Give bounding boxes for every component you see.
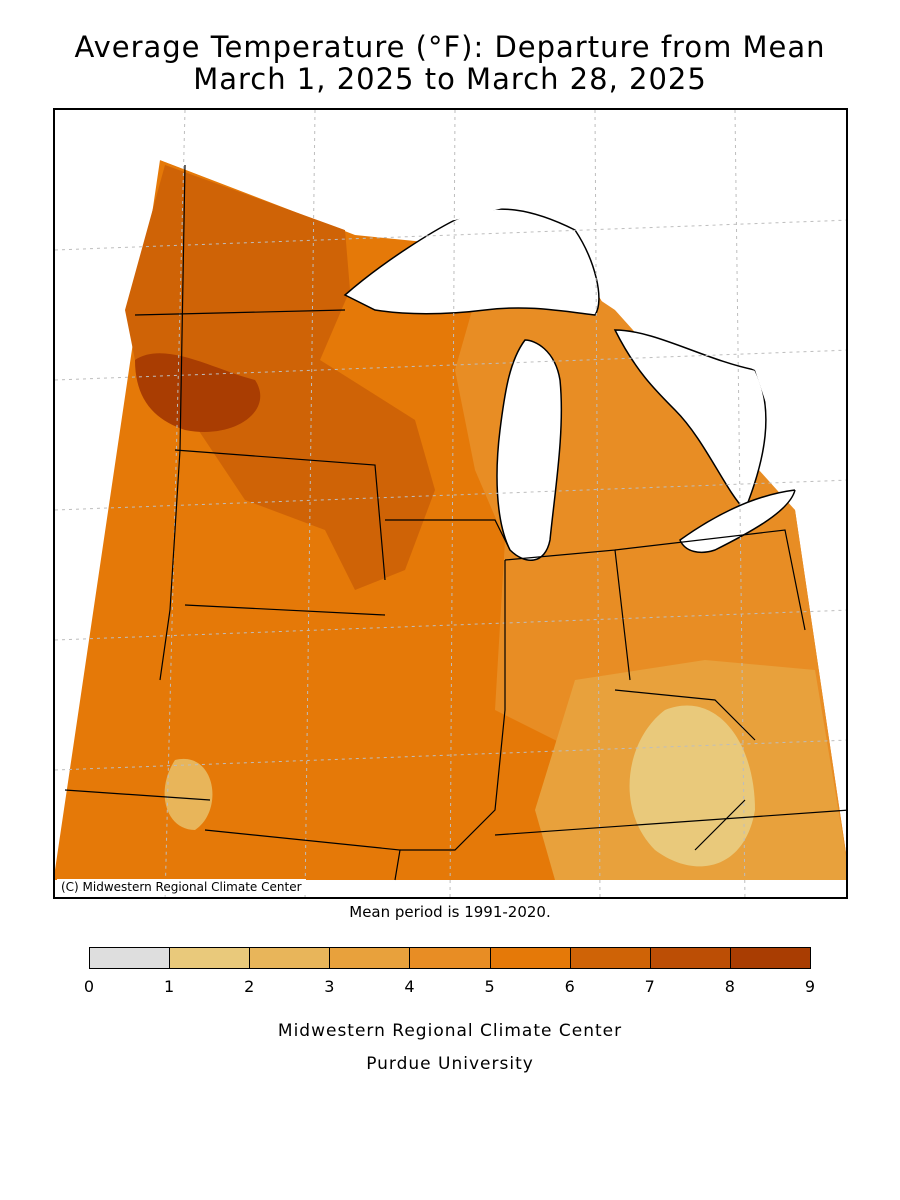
legend-tick-label: 0 xyxy=(83,977,95,996)
temperature-departure-map: (C) Midwestern Regional Climate Center xyxy=(53,108,848,899)
map-title: Average Temperature (°F): Departure from… xyxy=(74,30,826,64)
mean-period-note: Mean period is 1991-2020. xyxy=(349,903,551,921)
anomaly-zone-7-8 xyxy=(135,353,261,432)
map-date-range: March 1, 2025 to March 28, 2025 xyxy=(193,62,707,96)
legend-tick-label: 7 xyxy=(644,977,655,996)
state-borders xyxy=(64,164,846,881)
anomaly-zone-1-2 xyxy=(629,705,755,867)
legend-tick-label: 6 xyxy=(564,977,575,996)
color-legend xyxy=(89,947,811,971)
legend-tick-label: 9 xyxy=(804,977,816,996)
lake-erie xyxy=(679,489,796,553)
map-canvas xyxy=(55,110,846,897)
legend-bin xyxy=(169,947,251,969)
map-copyright: (C) Midwestern Regional Climate Center xyxy=(57,879,306,895)
legend-bin xyxy=(729,947,811,969)
legend-bin xyxy=(649,947,731,969)
graticule xyxy=(55,110,846,897)
anomaly-zone-2-3 xyxy=(164,758,213,830)
legend-tick-label: 5 xyxy=(484,977,495,996)
legend-tick-label: 8 xyxy=(724,977,735,996)
legend-tick-label: 2 xyxy=(244,977,255,996)
legend-bin xyxy=(249,947,331,969)
lake-superior xyxy=(343,208,600,316)
footer-organization: Midwestern Regional Climate Center xyxy=(277,1021,623,1041)
canada-area xyxy=(55,110,846,509)
legend-bin xyxy=(489,947,571,969)
anomaly-zone-6-7 xyxy=(125,165,435,590)
footer-university: Purdue University xyxy=(366,1054,534,1074)
legend-bin xyxy=(329,947,411,969)
legend-bin xyxy=(409,947,491,969)
legend-tick-label: 4 xyxy=(404,977,415,996)
legend-tick-label: 3 xyxy=(324,977,335,996)
legend-bin xyxy=(569,947,651,969)
legend-tick-label: 1 xyxy=(164,977,175,996)
lake-michigan xyxy=(496,339,563,561)
legend-bin xyxy=(89,947,171,969)
